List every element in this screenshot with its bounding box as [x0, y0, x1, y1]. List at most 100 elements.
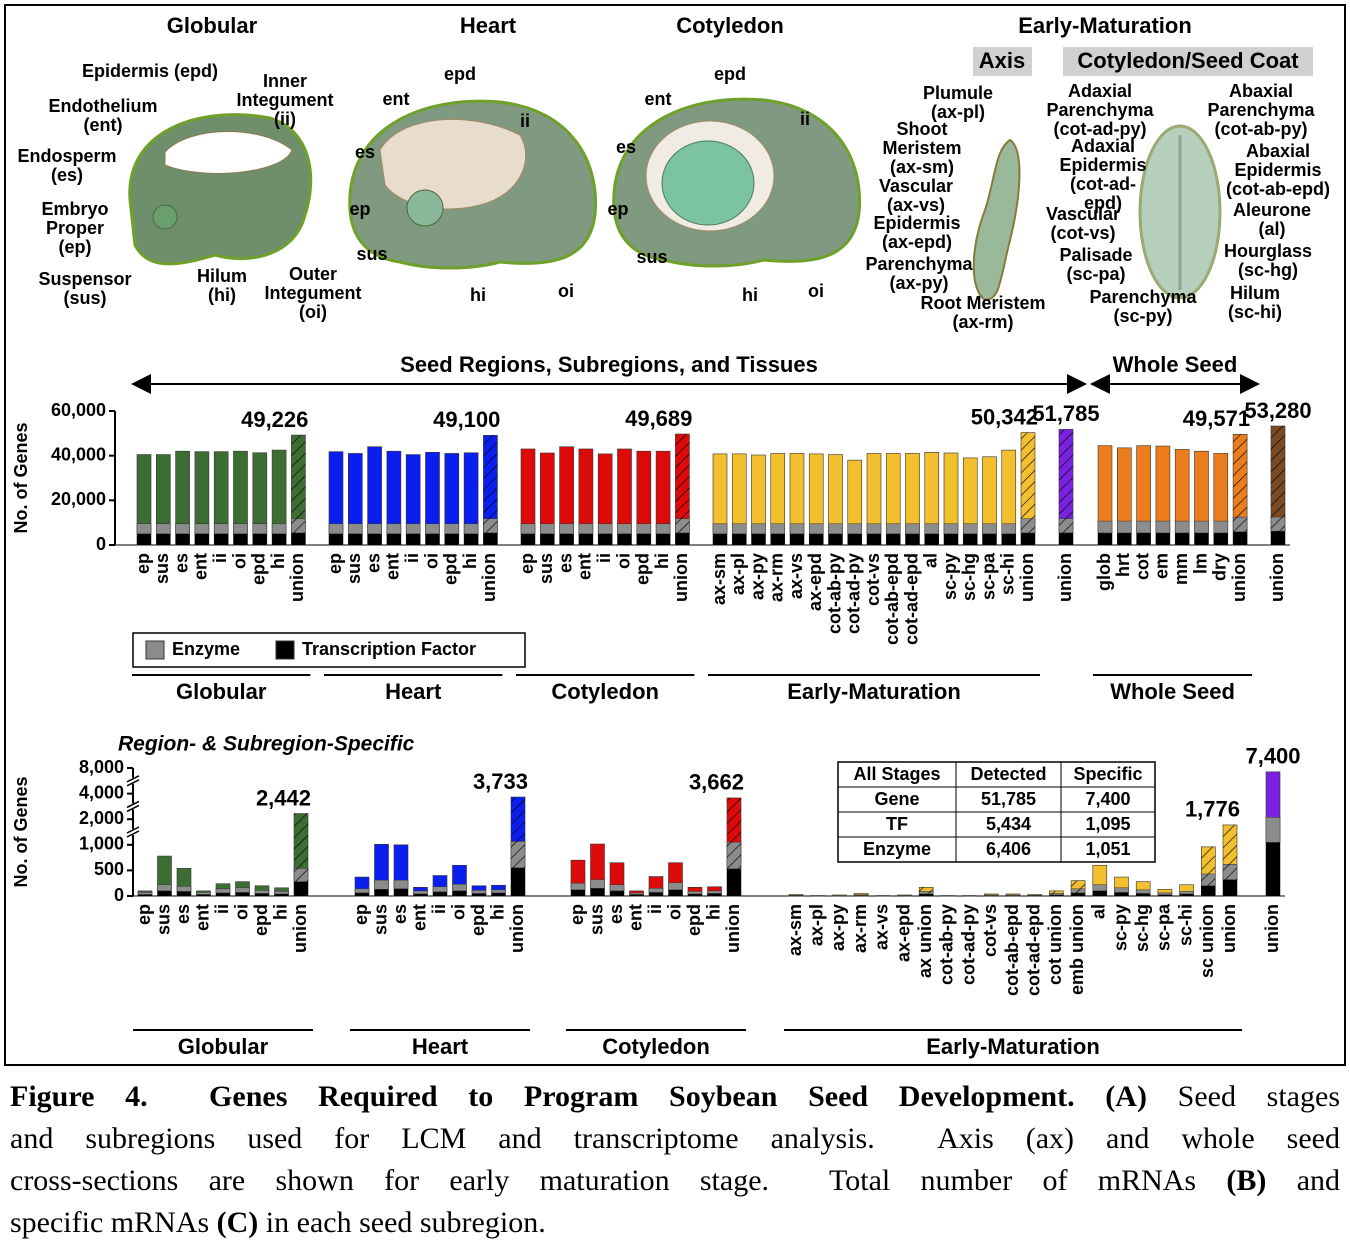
data-label: 1,776	[1185, 797, 1240, 822]
bar-hatch	[675, 434, 690, 545]
annotation-line: Palisade	[1059, 245, 1132, 265]
x-tick-label: es	[606, 904, 626, 924]
table-cell: Detected	[970, 764, 1046, 784]
bar-hatch	[1059, 429, 1073, 545]
x-tick-label: cot-ab-epd	[882, 553, 902, 645]
table-cell: Gene	[874, 789, 919, 809]
bar-segment-tf	[406, 533, 421, 545]
annotation: ii	[520, 111, 530, 131]
x-tick-label: union	[723, 904, 743, 953]
axis-break	[126, 830, 140, 838]
annotation: es	[616, 137, 636, 157]
bar-segment-enzyme	[196, 892, 211, 895]
annotation-line: (sc-hg)	[1238, 260, 1298, 280]
x-tick-label: cot-ab-epd	[1002, 904, 1022, 996]
bar-segment-enzyme	[176, 886, 192, 892]
bar-segment-tf	[1266, 842, 1280, 896]
bar-hatch	[1233, 434, 1248, 545]
bar-hatch	[919, 887, 934, 896]
bar-segment-tf	[233, 533, 248, 545]
caption-line: Figure 4. Genes Required to Program Soyb…	[10, 1076, 1340, 1118]
bar-segment-enzyme	[175, 523, 190, 535]
bar-segment-enzyme	[712, 523, 728, 535]
bar-segment-enzyme	[1027, 894, 1042, 896]
annotation: Epidermis (epd)	[82, 61, 218, 81]
annotation-line: (cot-vs)	[1050, 223, 1115, 243]
annotation-line: hi	[470, 285, 486, 305]
caption-text: (A)	[1105, 1080, 1147, 1113]
annotation-line: Epidermis (epd)	[82, 61, 218, 81]
bar-segment-enzyme	[367, 523, 382, 535]
annotation-line: (ax-sm)	[890, 157, 954, 177]
axis-break	[126, 779, 140, 787]
annotation-line: (ax-rm)	[952, 312, 1013, 332]
y-tick-label: 2,000	[79, 808, 124, 828]
annotation: Plumule (ax-pl)	[923, 83, 993, 122]
bar-segment-enzyme	[570, 882, 586, 891]
bar-segment-tf	[274, 893, 289, 896]
stage-title: Cotyledon	[676, 13, 784, 38]
annotation-line: ii	[800, 109, 810, 129]
annotation-line: ep	[607, 199, 628, 219]
annotation-line: ent	[383, 89, 410, 109]
axis-break	[126, 826, 140, 834]
bar-segment-enzyme	[655, 523, 671, 535]
table-cell: TF	[886, 814, 908, 834]
annotation-line: (oi)	[299, 302, 327, 322]
annotation: Hilum (sc-hi)	[1228, 283, 1282, 322]
x-tick-label: ep	[351, 904, 371, 925]
bar-segment-tf	[156, 533, 171, 545]
x-tick-label: sc union	[1197, 904, 1217, 978]
annotation-line: (sc-pa)	[1066, 264, 1125, 284]
bar-segment-tf	[1117, 532, 1132, 545]
group-label: Heart	[412, 1034, 469, 1059]
data-label: 2,442	[256, 785, 311, 810]
x-tick-label: union	[1017, 553, 1037, 602]
x-tick-label: ent	[409, 904, 429, 931]
bar-segment-enzyme	[413, 890, 428, 895]
bar-segment-enzyme	[770, 523, 785, 535]
bar-segment-tf	[374, 889, 389, 896]
annotation: Suspensor (sus)	[38, 269, 131, 308]
annotation: Hilum (hi)	[197, 266, 247, 305]
stage-title: Heart	[460, 13, 517, 38]
x-tick-label: ent	[192, 904, 212, 931]
bar-segment-tf	[175, 533, 190, 545]
data-label: 49,689	[625, 406, 692, 431]
bar-segment-tf	[790, 533, 804, 545]
bar-segment-tf	[770, 533, 785, 545]
x-tick-label: cot union	[1045, 904, 1065, 985]
section-header: Seed Regions, Subregions, and Tissues	[400, 352, 818, 377]
bar-segment-enzyme	[274, 891, 289, 895]
stage-title: Early-Maturation	[1018, 13, 1192, 38]
annotation-line: (ax-pl)	[931, 102, 985, 122]
x-tick-label: cot-ad-epd	[1023, 904, 1043, 996]
bar-segment-tf	[216, 892, 230, 896]
bar-segment-enzyme	[271, 523, 287, 535]
annotation-line: oi	[558, 281, 574, 301]
annotation-line: (sc-py)	[1113, 306, 1172, 326]
x-tick-label: sc-hi	[1175, 904, 1195, 946]
bar-hatch	[483, 435, 498, 545]
annotation-line: (sc-hi)	[1228, 302, 1282, 322]
bar-segment-enzyme	[432, 886, 448, 893]
annotation: hi	[470, 285, 486, 305]
bar-segment-enzyme	[828, 523, 843, 535]
annotation: Abaxial Epidermis (cot-ab-epd)	[1226, 141, 1330, 199]
bar-segment-tf	[590, 888, 605, 896]
bar-segment-enzyme	[1157, 892, 1173, 895]
group-label: Whole Seed	[1110, 679, 1235, 704]
x-tick-label: sus	[536, 553, 556, 584]
annotation: Endosperm (es)	[17, 146, 116, 185]
annotation-line: Epidermis	[873, 213, 960, 233]
annotation: Parenchyma (sc-py)	[1089, 287, 1197, 326]
annotation: Aleurone (al)	[1233, 200, 1311, 239]
bar-segment-enzyme	[213, 523, 229, 535]
table-cell: 5,434	[986, 814, 1031, 834]
chart-title: Region- & Subregion-Specific	[118, 733, 415, 756]
bar-segment-tf	[1001, 533, 1016, 545]
y-tick-label: 1,000	[79, 834, 124, 854]
caption-text: in each seed subregion.	[265, 1206, 546, 1239]
bar-segment-tf	[886, 533, 901, 545]
x-tick-label: hi	[487, 904, 507, 920]
